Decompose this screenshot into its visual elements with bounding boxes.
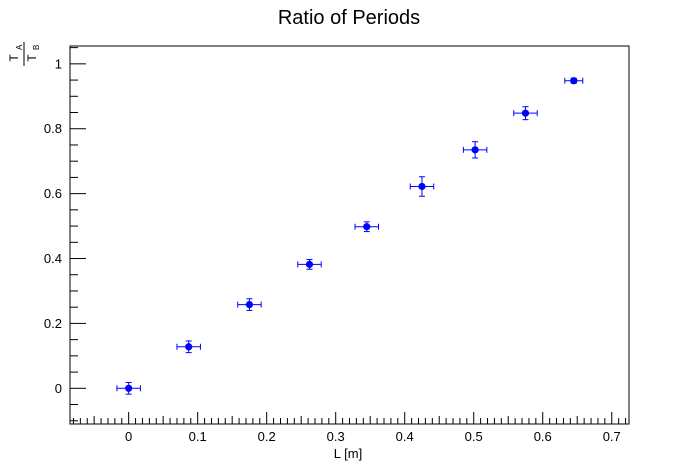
data-point xyxy=(521,109,530,117)
data-point xyxy=(305,260,314,268)
x-tick-label: 0.4 xyxy=(396,429,414,444)
x-tick-label: 0.6 xyxy=(534,429,552,444)
data-point xyxy=(245,300,254,309)
x-tick-label: 0.1 xyxy=(189,429,207,444)
y-axis-label-denominator: T xyxy=(25,54,39,62)
x-tick-label: 0.2 xyxy=(258,429,276,444)
y-axis-ticks: 0 0.2 0.4 0.6 0.8 1 xyxy=(44,47,86,422)
y-tick-label: 0.8 xyxy=(44,121,62,136)
y-axis-label-numerator-sub: A xyxy=(15,44,24,50)
data-points xyxy=(116,77,584,395)
x-tick-label: 0.5 xyxy=(465,429,483,444)
data-point xyxy=(363,223,371,231)
y-tick-label: 1 xyxy=(55,56,62,71)
chart-title: Ratio of Periods xyxy=(278,7,420,29)
y-axis-label-numerator: T xyxy=(7,54,21,62)
data-point xyxy=(471,146,479,154)
x-axis-label: L [m] xyxy=(334,446,362,461)
plot-frame xyxy=(69,45,630,425)
x-tick-label: 0.7 xyxy=(603,429,621,444)
y-tick-label: 0.6 xyxy=(44,186,62,201)
x-tick-label: 0 xyxy=(125,429,132,444)
y-axis-label-denominator-sub: B xyxy=(32,45,41,50)
x-tick-label: 0.3 xyxy=(327,429,345,444)
y-tick-label: 0.2 xyxy=(44,316,62,331)
data-point xyxy=(418,182,426,191)
y-axis-label: T A T B xyxy=(7,42,41,66)
data-point xyxy=(185,343,193,351)
y-tick-label: 0 xyxy=(55,381,62,396)
x-axis-ticks: 0 0.1 0.2 0.3 0.4 0.5 0.6 0.7 xyxy=(72,412,627,444)
data-point xyxy=(570,77,578,85)
data-point xyxy=(125,384,133,392)
y-tick-label: 0.4 xyxy=(44,251,62,266)
